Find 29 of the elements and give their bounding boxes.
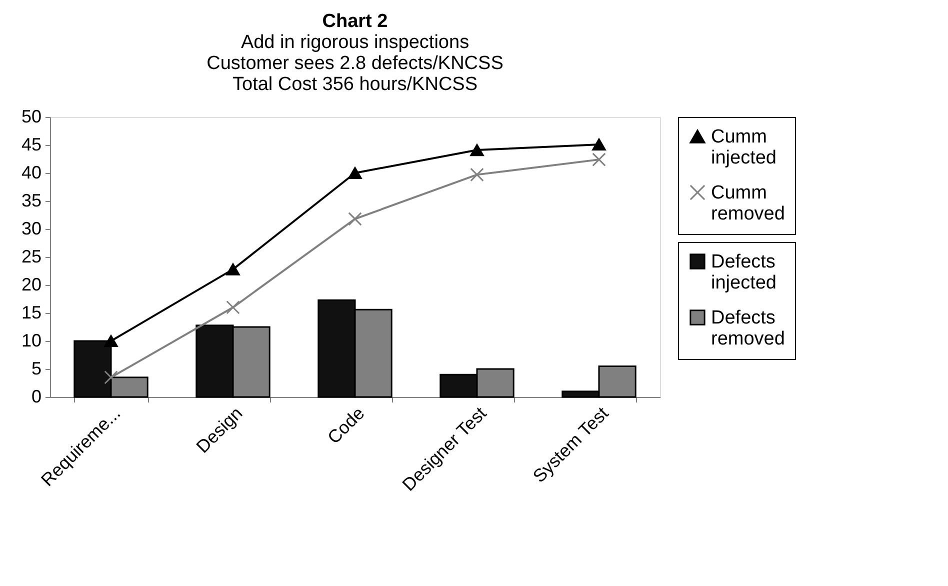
- point: [104, 370, 118, 384]
- point: [226, 263, 240, 276]
- y-tick-label: 0: [31, 386, 42, 406]
- point: [592, 152, 606, 166]
- y-tick-label: 30: [21, 218, 42, 238]
- point: [348, 166, 362, 180]
- y-tick-label: 5: [31, 358, 42, 378]
- point: [470, 144, 484, 156]
- point: [104, 334, 118, 348]
- point: [348, 212, 362, 226]
- chart-title: Chart 2: [322, 11, 388, 32]
- text: Customer sees 2.8 defects/KNCSS: [206, 53, 504, 74]
- legend-label: Defects injected: [711, 252, 776, 294]
- legend-label: Cumm injected: [711, 126, 776, 168]
- y-tick-label: 25: [21, 246, 42, 266]
- legend-label: Defects removed: [711, 308, 785, 350]
- point: [592, 138, 606, 150]
- point: [470, 168, 484, 182]
- legend-label: Cumm removed: [711, 182, 785, 224]
- text: Total Cost 356 hours/KNCSS: [232, 74, 478, 95]
- point: [226, 300, 240, 314]
- y-tick-label: 20: [21, 274, 42, 294]
- y-tick-label: 45: [21, 134, 42, 154]
- y-tick-label: 15: [21, 302, 42, 322]
- y-tick-label: 50: [21, 106, 42, 126]
- y-tick-label: 10: [21, 330, 42, 350]
- y-tick-label: 35: [21, 190, 42, 210]
- y-tick-label: 40: [21, 162, 42, 182]
- text: Add in rigorous inspections: [240, 32, 470, 53]
